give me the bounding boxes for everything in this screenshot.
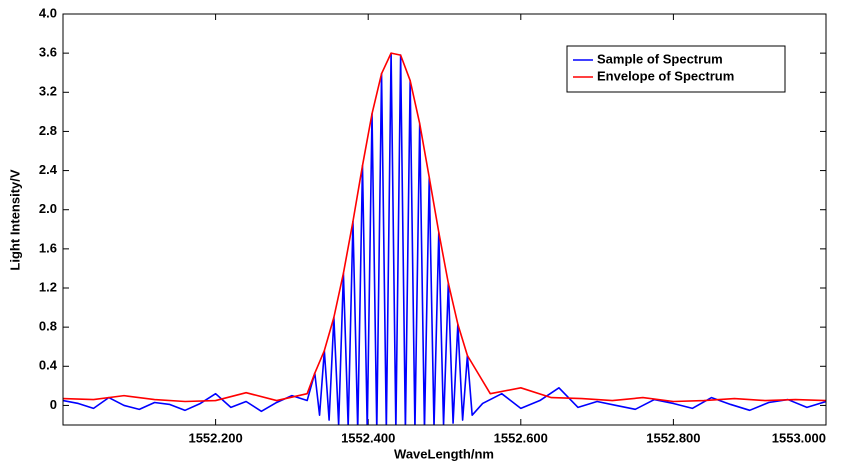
series-line — [63, 52, 826, 403]
x-tick-label: 1552.400 — [341, 430, 395, 445]
y-tick-label: 1.2 — [39, 279, 57, 294]
y-tick-label: 0 — [50, 397, 57, 412]
y-tick-label: 2.8 — [39, 123, 57, 138]
x-tick-label: 1553.000 — [772, 430, 826, 445]
y-tick-label: 1.6 — [39, 240, 57, 255]
x-tick-label: 1552.600 — [494, 430, 548, 445]
series-line — [63, 52, 826, 425]
y-tick-label: 3.6 — [39, 45, 57, 60]
x-tick-label: 1552.800 — [646, 430, 700, 445]
legend-label: Sample of Spectrum — [597, 51, 723, 66]
y-tick-label: 0.8 — [39, 319, 57, 334]
legend-label: Envelope of Spectrum — [597, 68, 734, 83]
axes-box — [62, 13, 827, 426]
y-axis-label: Light Intensity/V — [7, 169, 22, 270]
y-tick-label: 2.4 — [39, 162, 58, 177]
y-tick-label: 4.0 — [39, 5, 57, 20]
y-tick-label: 2.0 — [39, 201, 57, 216]
x-axis-label: WaveLength/nm — [394, 446, 494, 461]
x-tick-label: 1552.200 — [188, 430, 242, 445]
legend-box — [566, 45, 786, 93]
y-tick-label: 3.2 — [39, 84, 57, 99]
y-tick-label: 0.4 — [39, 358, 58, 373]
